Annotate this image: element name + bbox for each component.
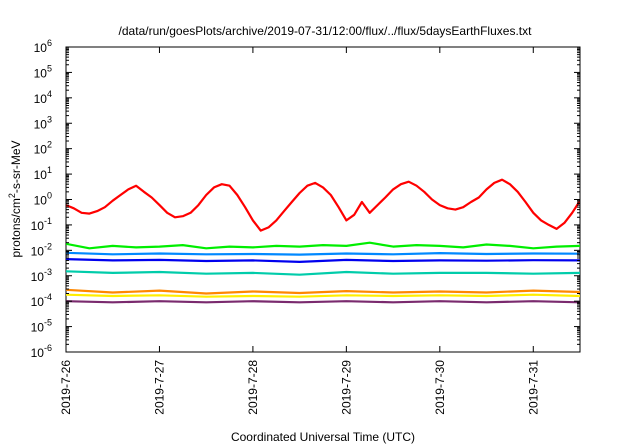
- y-tick-label: 103: [34, 114, 52, 131]
- series-line-2: [66, 251, 580, 256]
- y-tick-label: 10-2: [31, 241, 52, 258]
- y-axis-label-rest: -s-sr-MeV: [9, 140, 23, 193]
- plot-area-frame: [65, 46, 581, 353]
- y-tick-label: 100: [34, 191, 52, 208]
- series-line-3: [66, 258, 580, 263]
- x-tick-label: 2019-7-29: [339, 360, 353, 415]
- y-tick-label: 10-1: [31, 216, 52, 233]
- y-tick-label: 10-5: [31, 318, 52, 335]
- y-axis-label-base: protons/cm: [9, 198, 23, 257]
- x-tick-label: 2019-7-31: [526, 360, 540, 415]
- y-tick-label: 102: [34, 140, 52, 157]
- series-layer: [66, 178, 580, 304]
- y-tick-label: 10-6: [31, 343, 52, 360]
- y-tick-label: 104: [34, 89, 52, 106]
- y-tick-label: 105: [34, 63, 52, 80]
- series-line-1: [66, 241, 580, 250]
- x-tick-label: 2019-7-27: [152, 360, 166, 415]
- y-axis-label: protons/cm2-s-sr-MeV: [7, 140, 23, 257]
- x-axis-label: Coordinated Universal Time (UTC): [231, 430, 415, 444]
- y-axis-ticks: 10-6 10-5 10-4 10-3 10-2 10-1 100 101 102 103 104 1…: [31, 38, 580, 360]
- x-axis-ticks: 2019-7-26 2019-7-27 2019-7-28 2019-7-29 2019…: [59, 47, 540, 415]
- y-tick-label: 101: [34, 165, 52, 182]
- chart-title: /data/run/goesPlots/archive/2019-07-31/1…: [119, 24, 533, 38]
- x-tick-label: 2019-7-30: [433, 360, 447, 415]
- series-line-5: [66, 288, 580, 295]
- y-axis-label-exp: 2: [7, 193, 17, 198]
- y-tick-label: 106: [34, 38, 52, 55]
- y-tick-label: 10-4: [31, 292, 52, 309]
- series-line-7: [66, 300, 580, 304]
- y-tick-label: 10-3: [31, 267, 52, 284]
- series-line-0: [66, 178, 580, 232]
- series-line-4: [66, 270, 580, 276]
- series-line-6: [66, 293, 580, 298]
- x-tick-label: 2019-7-28: [246, 360, 260, 415]
- x-tick-label: 2019-7-26: [59, 360, 73, 415]
